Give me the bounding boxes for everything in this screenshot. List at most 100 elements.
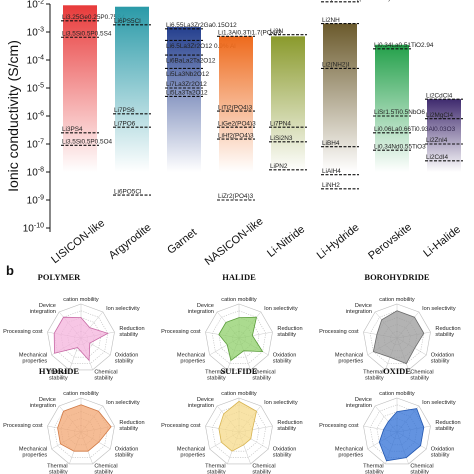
radar-axis-label: Oxidation stability: [431, 446, 455, 458]
radar-title: HYDRIDE: [39, 366, 79, 376]
radar-axis-label: Chemical stability: [252, 463, 275, 474]
radar-axis-label: cation mobility: [63, 297, 99, 303]
material-label: Li6.5La3Zr2O12 0.9% Al: [166, 43, 236, 50]
material-label: Li6BaLa2Ta2O12: [166, 58, 216, 65]
radar-axis-label: Chemical stability: [94, 463, 117, 474]
radar-axis-label: Ion selectivity: [106, 306, 140, 312]
range-bar-li-hydride: [323, 23, 357, 172]
material-label: Li3.5Si0.5P0.5S4: [62, 30, 112, 37]
radar-axis-label: Reduction stability: [119, 326, 144, 338]
material-label: Li3N: [270, 28, 284, 35]
material-label: Li2(NH2)I: [322, 62, 350, 69]
radar-axis-label: Device integration: [30, 397, 56, 409]
radar-axis-label: Processing cost: [161, 423, 201, 429]
radar-data-area: [218, 316, 264, 362]
range-bar-li-halide: [427, 99, 461, 172]
material-label: Li2CdCl4: [426, 92, 453, 99]
radar-axis-label: Oxidation stability: [431, 352, 455, 364]
radar-grid-ring: [205, 303, 273, 371]
radar-grid-ring: [60, 317, 102, 358]
radar-grid-ring: [47, 397, 115, 465]
radar-axis-label: Device integration: [188, 303, 214, 315]
material-label: LiHf2(PO4)3: [218, 132, 254, 139]
radar-axis-label: Processing cost: [319, 329, 359, 335]
ionic-conductivity-chart: 10-2 10-3 10-4 10-5 10-6 10-7 10-8 10-9 10-10 Ion…: [5, 0, 463, 268]
material-label: LiNH2: [322, 182, 340, 189]
material-label: Li6.55La3Zr2Ga0.15O12: [166, 22, 237, 29]
radar-data-area: [57, 404, 112, 452]
radar-axis-label: Mechanical properties: [177, 446, 205, 458]
radar-axis-label: Processing cost: [3, 423, 43, 429]
category-label-li-nitride: Li-Nitride: [265, 223, 307, 260]
material-label: Li7PS6: [114, 107, 135, 114]
material-label: Li2NH: [322, 17, 340, 24]
category-label-argyrodite: Argyrodite: [107, 221, 154, 261]
radar-title: BOROHYDRIDE: [364, 272, 430, 282]
material-label: Li3PS4: [62, 126, 83, 133]
radar-axis-label: Mechanical properties: [177, 352, 205, 364]
range-bar-perovskite: [375, 44, 409, 172]
range-bar-argyrodite: [115, 6, 149, 172]
radar-grid-ring: [218, 411, 260, 452]
radar-title: HALIDE: [222, 272, 256, 282]
radar-grid-ring: [205, 397, 273, 465]
category-label-lisicon-like: LISICON-like: [49, 217, 107, 266]
material-label: Li3.25Ge0.25P0.75S4: [62, 14, 125, 21]
material-label: Li2CdI4: [426, 154, 448, 161]
material-label: Li7PN4: [270, 120, 291, 127]
radar-axis-label: Oxidation stability: [273, 352, 297, 364]
range-bar-li-nitride: [271, 36, 305, 173]
radar-axis-label: Chemical stability: [410, 463, 433, 474]
material-label: LiTi2(PO4)3: [218, 104, 253, 111]
radar-axis-label: cation mobility: [221, 391, 257, 397]
category-label-nasicon-like: NASICON-like: [203, 215, 266, 268]
radar-title: SULFIDE: [221, 366, 258, 376]
radar-title: POLYMER: [38, 272, 82, 282]
radar-axis-label: Device integration: [346, 303, 372, 315]
material-label: Li2ZnI4: [426, 137, 448, 144]
panel-b-label: b: [6, 263, 14, 278]
y-tick-label: 10-7: [27, 139, 44, 151]
radar-grid-ring: [369, 310, 425, 364]
range-bar-garnet: [167, 27, 201, 173]
radar-axis-label: Mechanical properties: [335, 352, 363, 364]
radar-axis-label: Ion selectivity: [422, 306, 456, 312]
category-label-li-halide: Li-Halide: [421, 224, 463, 260]
radar-axis-label: Processing cost: [319, 423, 359, 429]
radar-grid-ring: [363, 303, 431, 371]
y-tick-label: 10-8: [27, 167, 44, 179]
radar-axis-label: Mechanical properties: [19, 352, 47, 364]
radar-grid-ring: [53, 404, 109, 458]
radar-axis-label: Thermal stability: [363, 463, 384, 474]
radar-data-area: [378, 408, 425, 462]
radar-axis-label: Reduction stability: [277, 326, 302, 338]
radar-axis-label: Reduction stability: [435, 420, 460, 432]
radar-axis-label: Oxidation stability: [115, 352, 139, 364]
material-label: Li7PO6: [114, 120, 136, 127]
y-tick-label: 10-3: [27, 27, 44, 39]
y-tick-label: 10-9: [27, 195, 44, 207]
radar-axis-label: cation mobility: [221, 297, 257, 303]
material-label: Li2(CB9H10)(CB11H12): [322, 0, 390, 2]
material-label: LiGe2(PO4)3: [218, 120, 256, 127]
material-label: LiBH4: [322, 140, 340, 147]
category-label-perovskite: Perovskite: [366, 221, 414, 262]
radar-axis-label: Device integration: [188, 397, 214, 409]
radar-sulfide: SULFIDE cation mobility Ion selectivity Red…: [161, 366, 303, 474]
radar-grid-ring: [47, 303, 115, 371]
radar-axis-label: Processing cost: [161, 329, 201, 335]
material-label: Li6PO5Cl: [114, 188, 141, 195]
material-label: Li5La3Ta2O12: [166, 90, 208, 97]
radar-oxide: OXIDE cation mobility Ion selectivity Reduc…: [319, 366, 461, 474]
radar-data-area: [372, 310, 425, 365]
material-label: Li7La3Zr2O12: [166, 81, 207, 88]
material-label: LiZr2(PO4)3: [218, 193, 254, 200]
radar-axis-label: Thermal stability: [205, 463, 226, 474]
radar-axis-label: Chemical stability: [252, 369, 275, 381]
material-label: Li0.34Nd0.55TiO3: [374, 143, 426, 150]
y-tick-label: 10-2: [27, 0, 44, 11]
radar-grid-ring: [211, 310, 267, 364]
radar-axis-label: Processing cost: [3, 329, 43, 335]
material-label: Li6PS5Cl: [114, 18, 141, 25]
y-tick-label: 10-4: [27, 55, 44, 67]
